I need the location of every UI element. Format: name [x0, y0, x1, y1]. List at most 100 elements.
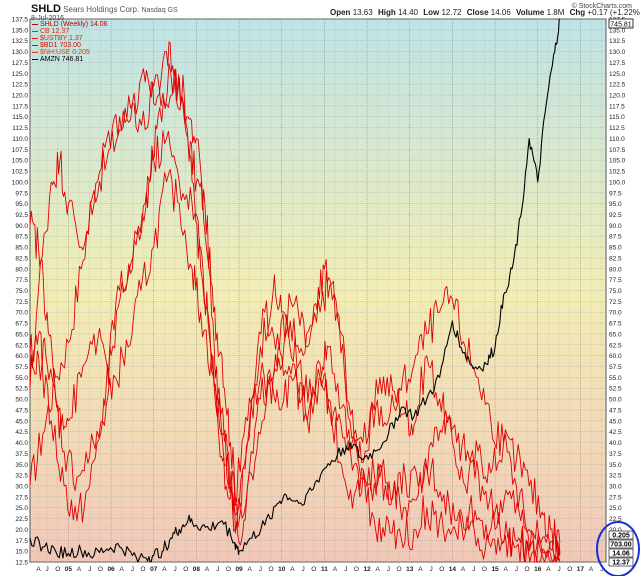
legend-label: CB 12.37 — [40, 28, 70, 35]
x-tick-label: 06 — [107, 566, 115, 573]
x-tick-label: A — [333, 566, 338, 573]
series-layer — [29, 18, 561, 563]
y-tick-label-right: 37.5 — [609, 451, 622, 458]
y-tick-label-right: 115.0 — [609, 114, 625, 121]
y-tick-label-left: 110.0 — [12, 136, 28, 143]
y-tick-label-right: 85.0 — [609, 245, 622, 252]
ohlc-readout: Open 13.63 High 14.40 Low 12.72 Close 14… — [330, 8, 640, 17]
y-tick-label-right: 77.5 — [609, 277, 622, 284]
y-tick-label-right: 40.0 — [609, 440, 622, 447]
x-tick-label: J — [344, 566, 347, 573]
y-tick-label-right: 107.5 — [609, 147, 626, 154]
x-tick-label: A — [461, 566, 466, 573]
x-tick-label: O — [141, 566, 146, 573]
y-tick-label-right: 117.5 — [609, 103, 625, 110]
x-tick-label: 11 — [321, 566, 328, 573]
y-tick-label-right: 32.5 — [609, 473, 622, 480]
legend-entry: SHLD (Weekly) 14.06 — [32, 20, 108, 29]
y-tick-label-right: 95.0 — [609, 201, 622, 208]
x-tick-label: O — [98, 566, 103, 573]
y-tick-label-left: 102.5 — [12, 169, 29, 176]
low-value: 12.72 — [441, 8, 462, 17]
highlight-circle — [596, 521, 640, 576]
y-tick-label-left: 25.0 — [15, 505, 28, 512]
close-label: Close — [466, 8, 489, 17]
chg-value: +0.17 (+1.22%) — [587, 8, 640, 17]
ticker-symbol: SHLD — [31, 3, 61, 15]
legend-label: $USTBY 1.37 — [40, 35, 83, 42]
y-tick-label-right: 27.5 — [609, 494, 622, 501]
x-tick-label: O — [354, 566, 359, 573]
y-tick-label-right: 25.0 — [609, 505, 622, 512]
chg-label: Chg — [569, 8, 586, 17]
y-tick-label-right: 20.0 — [609, 527, 622, 534]
y-tick-label-right: 75.0 — [609, 288, 622, 295]
y-tick-label-right: 100.0 — [609, 179, 626, 186]
y-tick-label-left: 112.5 — [12, 125, 28, 132]
x-tick-label: 14 — [449, 566, 457, 573]
x-tick-label: O — [482, 566, 487, 573]
box-value-3 — [608, 548, 634, 558]
x-tick-label: 17 — [577, 566, 585, 573]
y-tick-label-right: 127.5 — [609, 60, 626, 67]
y-tick-label-left: 95.0 — [15, 201, 28, 208]
open-label: Open — [330, 8, 351, 17]
x-tick-label: O — [269, 566, 274, 573]
y-tick-label-right: 92.5 — [609, 212, 622, 219]
y-tick-label-left: 27.5 — [15, 494, 28, 501]
legend-swatch — [32, 37, 38, 39]
y-tick-label-left: 57.5 — [15, 364, 28, 371]
x-tick-label: 16 — [534, 566, 542, 573]
y-tick-label-left: 77.5 — [15, 277, 28, 284]
y-tick-label-right: 65.0 — [609, 331, 622, 338]
y-tick-label-left: 67.5 — [15, 321, 28, 328]
box-value-1 — [608, 530, 634, 540]
y-tick-label-left: 97.5 — [15, 190, 28, 197]
y-tick-label-right: 112.5 — [609, 125, 625, 132]
y-tick-label-right: 125.0 — [609, 71, 626, 78]
x-tick-label: J — [472, 566, 475, 573]
y-tick-label-left: 70.0 — [15, 310, 28, 317]
box-value-1-label: 0.205 — [612, 533, 630, 540]
y-tick-label-left: 80.0 — [15, 266, 28, 273]
box-value-2-label: 703.00 — [610, 542, 632, 549]
top-value-box — [608, 18, 634, 29]
y-tick-label-left: 87.5 — [15, 234, 28, 241]
x-tick-label: 10 — [278, 566, 286, 573]
x-tick-label: 07 — [150, 566, 158, 573]
legend-swatch — [32, 23, 38, 25]
close-value: 14.06 — [490, 8, 511, 17]
y-tick-label-right: 42.5 — [609, 429, 622, 436]
legend-swatch — [32, 58, 38, 60]
y-tick-label-right: 57.5 — [609, 364, 622, 371]
legend-label: $NH:USE 0.205 — [40, 49, 90, 56]
x-tick-label: A — [376, 566, 381, 573]
y-tick-label-right: 135.0 — [609, 27, 626, 34]
series-line-1 — [29, 68, 561, 563]
legend-label: $BD1 703.00 — [40, 42, 81, 49]
y-tick-label-right: 132.5 — [609, 38, 626, 45]
x-tick-label: O — [226, 566, 231, 573]
y-tick-label-left: 32.5 — [15, 473, 28, 480]
x-tick-label: A — [77, 566, 82, 573]
legend-swatch — [32, 44, 38, 46]
y-tick-label-right: 52.5 — [609, 386, 622, 393]
x-tick-label: J — [387, 566, 390, 573]
x-tick-label: O — [183, 566, 188, 573]
y-tick-label-left: 122.5 — [12, 82, 29, 89]
volume-label: Volume — [516, 8, 545, 17]
x-tick-label: A — [418, 566, 423, 573]
x-tick-label: O — [397, 566, 402, 573]
y-tick-label-right: 62.5 — [609, 342, 622, 349]
header-title: SHLD Sears Holdings Corp. Nasdaq GS — [31, 3, 178, 15]
x-tick-label: J — [301, 566, 304, 573]
open-value: 13.63 — [352, 8, 373, 17]
y-tick-label-right: 105.0 — [609, 158, 626, 165]
y-tick-label-right: 120.0 — [609, 93, 626, 100]
series-line-0 — [29, 41, 561, 563]
y-tick-label-right: 110.0 — [609, 136, 625, 143]
y-tick-label-left: 60.0 — [15, 353, 28, 360]
x-tick-label: A — [36, 566, 41, 573]
y-tick-label-left: 137.5 — [12, 17, 29, 24]
legend-swatch — [32, 30, 38, 32]
